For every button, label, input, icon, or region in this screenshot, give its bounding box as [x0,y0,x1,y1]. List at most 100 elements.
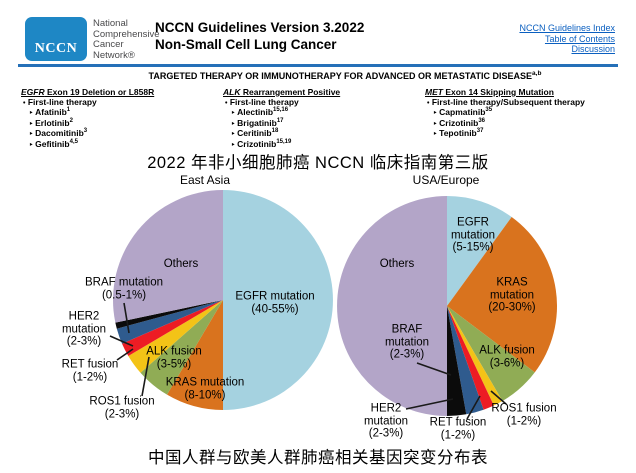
pie-slice-her2-mutation [116,300,223,344]
drug-ref: 18 [271,128,279,135]
column-header-alk: ALK Rearrangement Positive [223,87,341,98]
header-links: NCCN Guidelines Index Table of Contents … [519,23,615,55]
pie-label-ros1-fusion: ROS1 fusion (1-2%) [491,402,557,428]
drug-ref: 17 [276,117,284,124]
arrow-bullet-icon: ‣ [29,110,34,118]
arrow-bullet-icon: ‣ [231,131,236,139]
gene-condition: Exon 14 Skipping Mutation [442,87,554,97]
arrow-bullet-icon: ‣ [433,120,438,128]
pie-label-others: Others [163,257,199,270]
drug-item: ‣ Capmatinib35 [433,107,585,119]
drug-item: ‣ Erlotinib2 [29,117,154,130]
org-name: National Comprehensive Cancer Network® [93,18,160,61]
pie-chart-east-asia [113,190,333,410]
gene-name: MET [425,87,443,97]
arrow-bullet-icon: ‣ [29,120,34,128]
arrow-bullet-icon: ‣ [29,131,34,139]
drug-ref: 4,5 [69,139,78,146]
column-header-met: MET Exon 14 Skipping Mutation [425,87,585,98]
drug-ref: 3 [83,128,88,135]
pie-label-egfr-mutation: EGFR mutation (5-15%) [450,216,496,254]
subheader-text: First-line therapy [229,96,299,107]
gene-condition: Exon 19 Deletion or L858R [44,87,155,97]
pie-slice-kras-mutation [167,300,223,410]
drug-ref: 15,19 [276,139,292,146]
drug-name: Crizotinib [237,138,277,149]
drug-item: ‣ Ceritinib18 [231,129,340,140]
pie-slice-her2-mutation [447,306,484,415]
arrow-bullet-icon: ‣ [29,141,34,149]
therapy-column-alk: ALK Rearrangement Positive • First-line … [223,87,341,151]
section-banner-text: TARGETED THERAPY OR IMMUNOTHERAPY FOR AD… [148,71,533,81]
pie-label-alk-fusion: ALK fusion (3-6%) [479,344,535,370]
therapy-column-egfr: EGFR Exon 19 Deletion or L858R • First-l… [21,87,155,151]
drug-ref: 15,16 [273,107,289,114]
link-discussion[interactable]: Discussion [571,44,615,54]
figure-title-cn: 2022 年非小细胞肺癌 NCCN 临床指南第三版 [147,154,489,172]
drug-item: ‣ Afatinib1 [29,107,154,119]
pie-chart-usa-europe [337,196,557,416]
pie-slice-alk-fusion [140,300,223,395]
pie-slice-others [113,190,223,323]
therapy-column-met: MET Exon 14 Skipping Mutation • First-li… [425,87,585,140]
drug-item: ‣ Gefitinib4,5 [29,138,154,151]
pie-title-usa-europe: USA/Europe [412,173,480,187]
pie-label-her2-mutation: HER2 mutation (2-3%) [61,310,107,348]
nccn-logo: NCCN [25,17,87,61]
link-table-of-contents[interactable]: Table of Contents [544,33,615,44]
document-title-line2: Non-Small Cell Lung Cancer [155,37,337,52]
drug-name: Ceritinib [237,128,272,139]
pie-label-braf-mutation: BRAF mutation (0.5-1%) [85,276,163,302]
drug-item: ‣ Crizotinib36 [433,117,585,130]
drug-name: Afatinib [35,107,67,118]
section-banner-footnote: a,b [532,70,542,77]
drug-item: ‣ Dacomitinib3 [29,129,154,140]
pie-label-others: Others [379,257,415,270]
pie-label-her2-mutation: HER2 mutation (2-3%) [363,402,409,440]
drug-name: Erlotinib [35,117,70,128]
drug-name: Tepotinib [439,128,477,139]
drug-name: Brigatinib [237,117,277,128]
pie-slice-alk-fusion [447,306,535,402]
header-divider [18,64,618,67]
bullet-icon: • [427,99,430,107]
document-title: NCCN Guidelines Version 3.2022 Non-Small… [155,19,364,53]
pie-slice-others [337,196,447,416]
pie-slice-ret-fusion [122,300,223,356]
gene-condition: Rearrangement Positive [240,87,341,97]
drug-ref: 35 [485,107,493,114]
drug-ref: 1 [66,107,71,114]
pie-slice-egfr-mutation [223,190,333,410]
drug-ref: 37 [476,128,484,135]
gene-name: EGFR [21,87,45,97]
pie-label-ret-fusion: RET fusion (1-2%) [429,416,487,442]
subheader-text: First-line therapy/Subsequent therapy [431,96,585,107]
section-banner: TARGETED THERAPY OR IMMUNOTHERAPY FOR AD… [54,70,636,81]
drug-name: Gefitinib [35,138,70,149]
drug-ref: 2 [69,117,73,124]
pie-label-braf-mutation: BRAF mutation (2-3%) [384,323,430,361]
bullet-icon: • [225,99,228,107]
bullet-icon: • [23,99,26,107]
pie-slice-kras-mutation [447,217,557,373]
pie-title-east-asia: East Asia [179,173,231,187]
document-title-line1: NCCN Guidelines Version 3.2022 [155,20,365,35]
drug-name: Crizotinib [439,117,479,128]
arrow-bullet-icon: ‣ [231,141,236,149]
drug-item: ‣ Crizotinib15,19 [231,138,340,151]
drug-item: ‣ Tepotinib37 [433,129,585,140]
pie-label-ros1-fusion: ROS1 fusion (2-3%) [89,395,155,421]
gene-name: ALK [223,87,241,97]
drug-ref: 36 [478,117,486,124]
link-guidelines-index[interactable]: NCCN Guidelines Index [519,23,615,33]
figure-caption-cn: 中国人群与欧美人群肺癌相关基因突变分布表 [148,449,488,467]
pie-slice-egfr-mutation [447,196,512,306]
pie-slice-ret-fusion [447,306,494,410]
drug-name: Dacomitinib [35,128,84,139]
therapy-subheader: • First-line therapy [23,97,154,109]
arrow-bullet-icon: ‣ [231,120,236,128]
drug-item: ‣ Brigatinib17 [231,117,340,130]
pie-label-alk-fusion: ALK fusion (3-5%) [146,345,202,371]
pie-slice-ros1-fusion [447,306,503,406]
